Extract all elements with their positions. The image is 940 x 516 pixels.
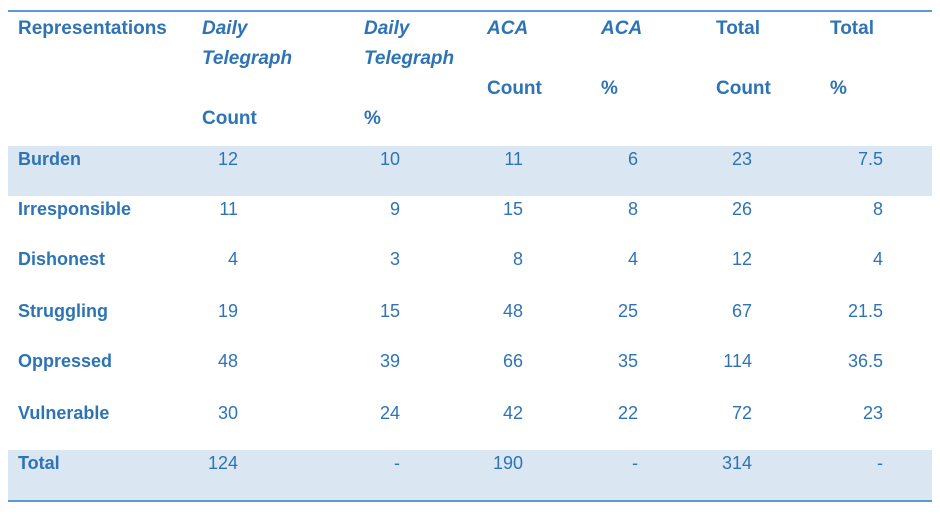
cell-daily-telegraph-pct: 15 xyxy=(379,301,400,321)
cell-total-count: 67 xyxy=(731,301,752,321)
cell-total-count: 26 xyxy=(731,199,752,219)
cell-aca-count: 8 xyxy=(512,249,523,269)
cell-total-pct: - xyxy=(877,453,883,473)
cell-aca-pct: 8 xyxy=(627,199,638,219)
cell-aca-pct: 35 xyxy=(617,351,638,371)
column-header-line: Daily xyxy=(202,18,248,39)
column-header: Representations xyxy=(18,14,167,44)
row-label: Irresponsible xyxy=(18,199,132,219)
row-label: Total xyxy=(18,453,60,473)
table-header: Representations Daily Telegraph Count Daily… xyxy=(8,12,932,146)
column-header: ACA % xyxy=(601,14,642,104)
column-header: Daily Telegraph Count xyxy=(202,14,292,134)
row-label: Dishonest xyxy=(18,249,106,269)
column-header-line: Representations xyxy=(18,18,167,39)
column-header-line: Total xyxy=(830,18,874,39)
cell-daily-telegraph-pct: - xyxy=(394,453,400,473)
column-header-line: Telegraph xyxy=(202,48,293,69)
column-header-line: ACA xyxy=(487,18,529,39)
column-header: Daily Telegraph % xyxy=(364,14,454,134)
cell-total-count: 23 xyxy=(731,149,752,169)
cell-daily-telegraph-pct: 10 xyxy=(379,149,400,169)
table-top-rule xyxy=(8,10,932,12)
cell-total-pct: 36.5 xyxy=(847,351,883,371)
cell-daily-telegraph-count: 4 xyxy=(227,249,238,269)
cell-daily-telegraph-count: 124 xyxy=(207,453,238,473)
row-label: Oppressed xyxy=(18,351,113,371)
column-header-line xyxy=(202,74,292,104)
row-label: Struggling xyxy=(18,301,108,321)
table-bottom-rule xyxy=(8,500,932,502)
cell-total-count: 72 xyxy=(731,403,752,423)
cell-total-count: 12 xyxy=(731,249,752,269)
column-header: ACA Count xyxy=(487,14,542,104)
column-header-line xyxy=(716,44,771,74)
cell-total-pct: 23 xyxy=(862,403,883,423)
column-header: Total % xyxy=(830,14,874,104)
column-header-line: Total xyxy=(716,18,760,39)
cell-aca-count: 15 xyxy=(502,199,523,219)
table-row: Oppressed 48 39 66 35 114 36.5 xyxy=(8,348,932,398)
cell-aca-count: 66 xyxy=(502,351,523,371)
cell-aca-count: 48 xyxy=(502,301,523,321)
cell-daily-telegraph-pct: 9 xyxy=(389,199,400,219)
column-header-line: % xyxy=(364,108,381,129)
column-header-line xyxy=(364,74,454,104)
cell-aca-pct: 25 xyxy=(617,301,638,321)
column-header-line: Daily xyxy=(364,18,410,39)
column-header-line: Telegraph xyxy=(364,48,455,69)
cell-total-pct: 7.5 xyxy=(857,149,883,169)
table-row: Struggling 19 15 48 25 67 21.5 xyxy=(8,298,932,348)
column-header-line xyxy=(601,44,642,74)
column-header-line: Count xyxy=(716,78,771,99)
column-header-line xyxy=(830,44,874,74)
cell-aca-pct: 22 xyxy=(617,403,638,423)
column-header-line: % xyxy=(830,78,847,99)
cell-total-count: 114 xyxy=(723,351,752,371)
cell-total-pct: 21.5 xyxy=(847,301,883,321)
cell-aca-pct: 4 xyxy=(627,249,638,269)
table-row: Vulnerable 30 24 42 22 72 23 xyxy=(8,400,932,450)
cell-aca-count: 42 xyxy=(502,403,523,423)
table-row: Dishonest 4 3 8 4 12 4 xyxy=(8,246,932,296)
cell-daily-telegraph-pct: 39 xyxy=(379,351,400,371)
cell-total-pct: 8 xyxy=(872,199,883,219)
table-row: Total 124 - 190 - 314 - xyxy=(8,450,932,500)
row-label: Vulnerable xyxy=(18,403,110,423)
column-header-line: Count xyxy=(202,108,257,129)
cell-aca-pct: - xyxy=(632,453,638,473)
row-label: Burden xyxy=(18,149,81,169)
cell-daily-telegraph-count: 12 xyxy=(217,149,238,169)
cell-daily-telegraph-pct: 24 xyxy=(379,403,400,423)
table-row: Burden 12 10 11 6 23 7.5 xyxy=(8,146,932,196)
column-header: Total Count xyxy=(716,14,771,104)
column-header-line: Count xyxy=(487,78,542,99)
cell-aca-pct: 6 xyxy=(627,149,638,169)
cell-daily-telegraph-count: 48 xyxy=(217,351,238,371)
cell-total-count: 314 xyxy=(721,453,752,473)
column-header-line: ACA xyxy=(601,18,643,39)
cell-aca-count: 190 xyxy=(492,453,523,473)
cell-aca-count: 11 xyxy=(504,149,523,169)
cell-total-pct: 4 xyxy=(872,249,883,269)
column-header-line: % xyxy=(601,78,618,99)
cell-daily-telegraph-count: 30 xyxy=(217,403,238,423)
cell-daily-telegraph-pct: 3 xyxy=(389,249,400,269)
cell-daily-telegraph-count: 11 xyxy=(219,199,238,219)
cell-daily-telegraph-count: 19 xyxy=(217,301,238,321)
column-header-line xyxy=(487,44,542,74)
table-row: Irresponsible 11 9 15 8 26 8 xyxy=(8,196,932,246)
